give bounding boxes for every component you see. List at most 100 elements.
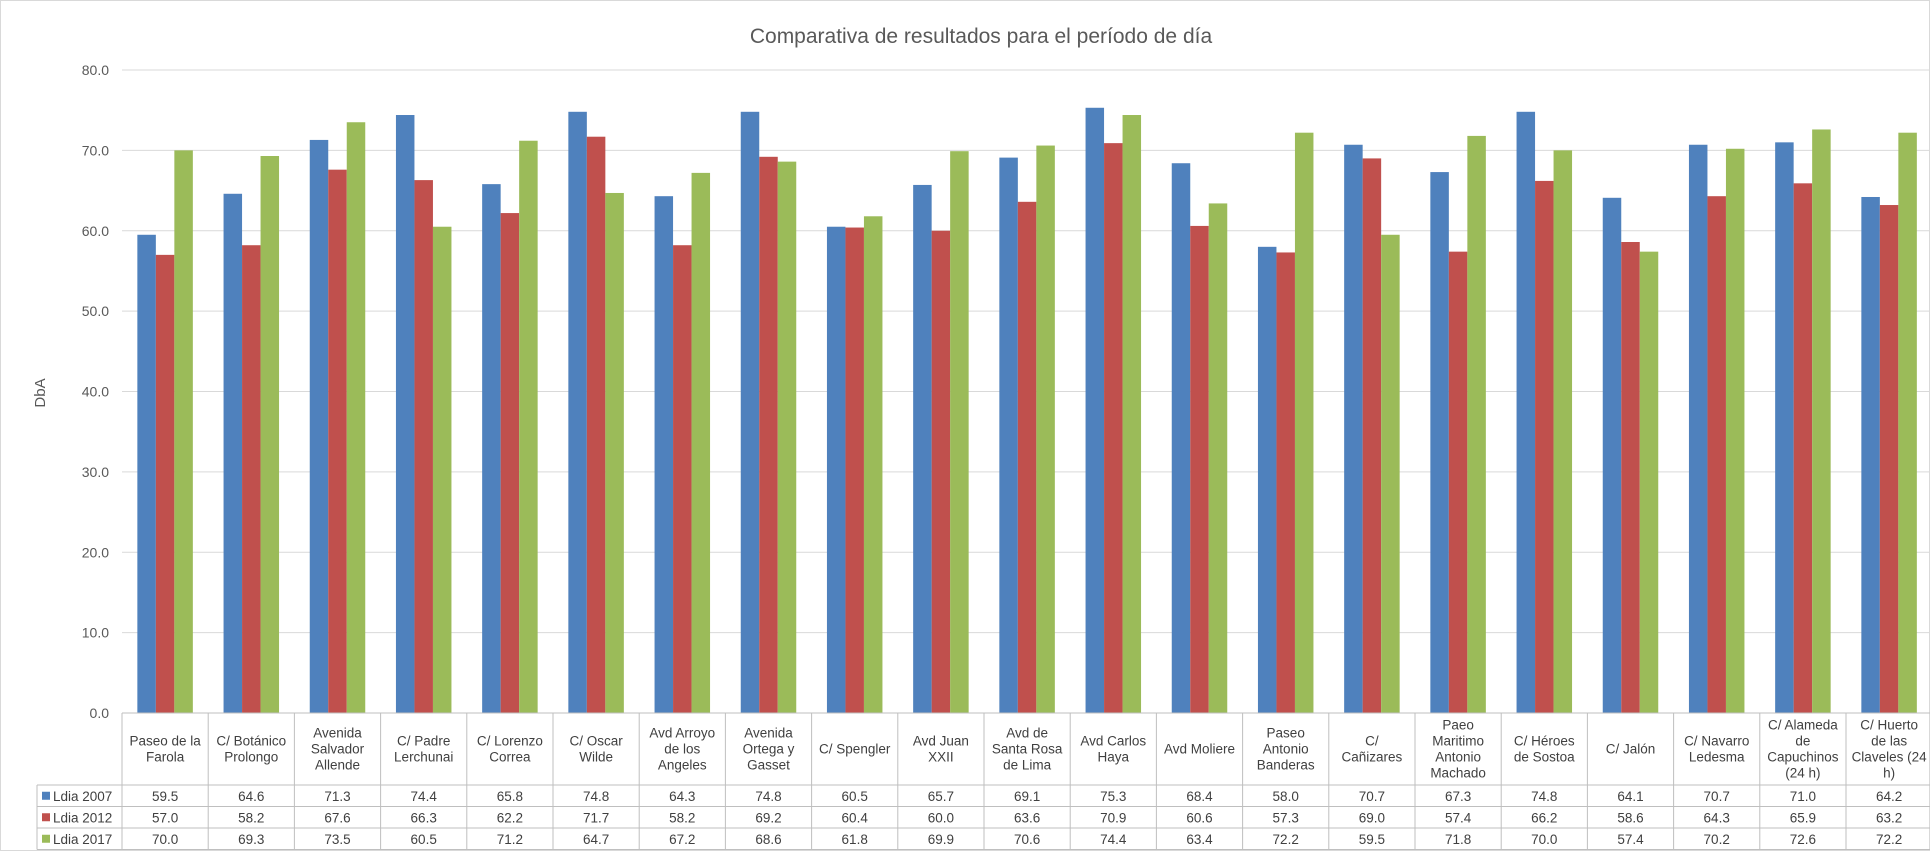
bar [309, 139, 329, 713]
legend-key [42, 813, 50, 822]
category-label: Cañizares [1342, 750, 1403, 765]
legend-key [42, 791, 50, 800]
category-label: Maritimo [1432, 734, 1484, 749]
bar [328, 169, 347, 714]
data-label: 70.0 [152, 832, 178, 847]
y-axis-ticks: 0.0 10.0 20.0 30.0 40.0 50.0 60.0 70.0 80.0 [82, 62, 109, 721]
data-label: 70.0 [1531, 832, 1557, 847]
bar [519, 140, 538, 714]
bar [137, 234, 156, 714]
bar [1725, 148, 1745, 713]
category-label: C/ Botánico [216, 734, 286, 749]
y-axis-label: DbA [32, 378, 49, 407]
bar [654, 196, 674, 714]
data-label: 67.6 [324, 810, 350, 825]
bar [1861, 196, 1880, 713]
data-label: 64.3 [669, 789, 695, 804]
bar [826, 226, 846, 713]
bar [395, 115, 415, 713]
bar [1535, 180, 1554, 714]
category-label: C/ Padre [397, 734, 450, 749]
bar [673, 245, 692, 713]
y-tick-label: 40.0 [82, 384, 109, 400]
category-label: C/ Spengler [819, 742, 891, 757]
y-tick-label: 10.0 [82, 625, 109, 641]
category-label: XXII [928, 750, 954, 765]
data-label: 60.5 [411, 832, 437, 847]
data-label: 69.1 [1014, 789, 1040, 804]
bar [1553, 150, 1573, 713]
category-label: Avd Juan [913, 734, 969, 749]
category-label: Antonio [1435, 750, 1481, 765]
bar [1344, 144, 1363, 713]
category-label: Antonio [1263, 742, 1309, 757]
data-label: 70.6 [1014, 832, 1040, 847]
y-tick-label: 20.0 [82, 544, 109, 560]
y-tick-label: 50.0 [82, 303, 109, 319]
category-label: de Lima [1003, 758, 1052, 773]
category-label: C/ Alameda [1768, 718, 1838, 733]
category-label: Lerchunai [394, 750, 453, 765]
data-label: 74.4 [1100, 832, 1127, 847]
bar [931, 230, 951, 713]
bar [500, 213, 520, 713]
bar [1707, 196, 1726, 714]
data-label: 71.3 [324, 789, 350, 804]
data-label: 71.7 [583, 810, 609, 825]
y-tick-label: 70.0 [82, 142, 109, 158]
data-label: 70.7 [1359, 789, 1385, 804]
bar [1467, 135, 1486, 714]
data-label: 58.6 [1617, 810, 1643, 825]
category-label: C/ Lorenzo [477, 734, 543, 749]
bar [863, 216, 883, 713]
category-label: Paseo de la [129, 734, 201, 749]
chart-title: Comparativa de resultados para el períod… [750, 25, 1213, 48]
category-label: Haya [1098, 750, 1130, 765]
category-label: Claveles (24 [1852, 750, 1928, 765]
category-label: C/ Jalón [1606, 742, 1656, 757]
bar [1898, 132, 1917, 713]
data-label: 70.2 [1704, 832, 1730, 847]
bar [1190, 225, 1209, 714]
category-label: Avd Carlos [1080, 734, 1146, 749]
bar [1602, 197, 1622, 713]
data-label: 60.5 [842, 789, 868, 804]
bar [845, 227, 864, 713]
category-label: Allende [315, 758, 360, 773]
data-label: 68.4 [1186, 789, 1213, 804]
bar [740, 111, 760, 714]
data-label: 59.5 [152, 789, 178, 804]
bar [1688, 144, 1708, 713]
data-label: 65.8 [497, 789, 523, 804]
data-label: 58.2 [238, 810, 264, 825]
y-tick-label: 30.0 [82, 464, 109, 480]
data-label: 60.0 [928, 810, 954, 825]
data-label: 75.3 [1100, 789, 1126, 804]
category-label: de las [1871, 734, 1907, 749]
bar [1879, 205, 1899, 713]
category-label: Santa Rosa [992, 742, 1063, 757]
category-label: Avd Arroyo [649, 726, 715, 741]
bar [1208, 203, 1228, 714]
category-label: Banderas [1257, 758, 1315, 773]
data-label: 58.0 [1273, 789, 1299, 804]
bar [568, 111, 587, 714]
bar [1775, 142, 1794, 713]
category-label: Avenida [744, 726, 793, 741]
data-label: 64.3 [1704, 810, 1730, 825]
bar [1085, 107, 1105, 714]
series-name: Ldia 2007 [53, 789, 112, 804]
category-label: Capuchinos [1767, 750, 1839, 765]
y-tick-label: 0.0 [90, 705, 110, 721]
bar [1430, 172, 1449, 714]
data-label: 71.0 [1790, 789, 1816, 804]
bar [414, 180, 433, 713]
data-label: 70.9 [1100, 810, 1126, 825]
data-label: 74.4 [411, 789, 438, 804]
data-label: 74.8 [1531, 789, 1557, 804]
data-label: 60.4 [842, 810, 869, 825]
bar [1362, 158, 1382, 714]
data-label: 66.2 [1531, 810, 1557, 825]
